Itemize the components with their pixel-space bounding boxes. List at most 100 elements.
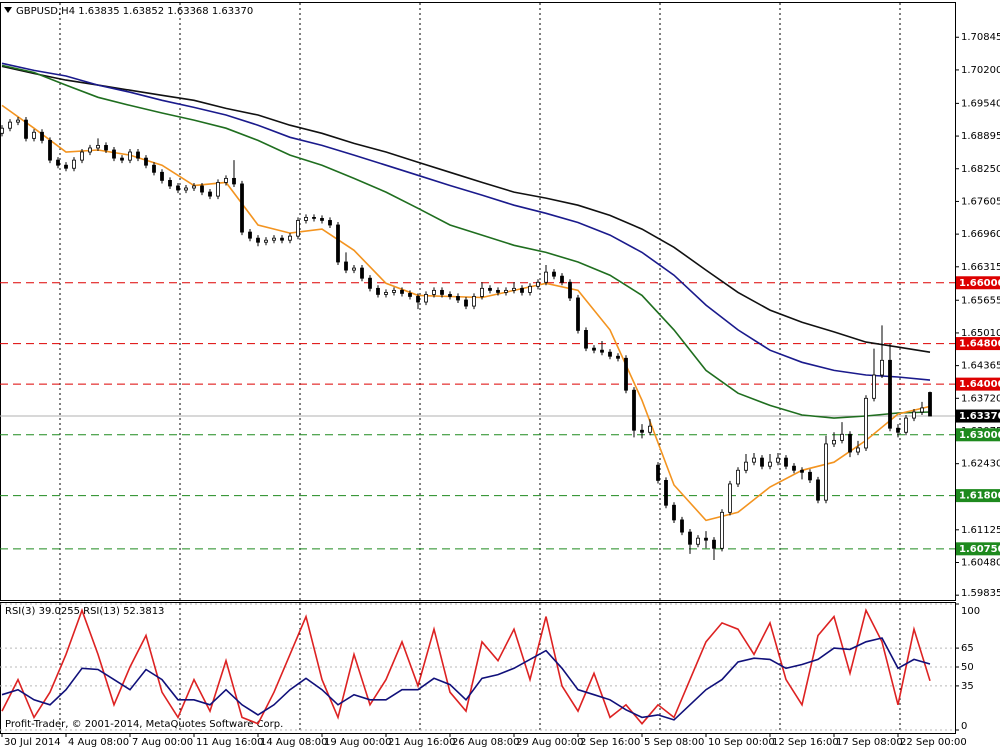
candle-body: [432, 289, 436, 295]
level-line-label-box: [956, 337, 1000, 351]
x-tick-label: 2 Sep 16:00: [580, 737, 640, 748]
level-line-label: 1.64800: [959, 339, 1000, 350]
candle-body: [544, 271, 548, 283]
candle-body: [328, 220, 332, 226]
candle-body: [568, 281, 572, 299]
y-tick-label: 1.65010: [961, 328, 1000, 339]
candle-body: [824, 443, 828, 501]
candle-body: [32, 131, 36, 139]
candle-body: [496, 289, 500, 293]
candle-body: [464, 299, 468, 307]
x-tick-label: 19 Aug 00:00: [324, 737, 391, 748]
candle-body: [664, 480, 668, 506]
series-line: [1, 65, 931, 353]
candle-body: [744, 461, 748, 471]
candle-body: [592, 347, 596, 351]
candle-body: [712, 539, 716, 549]
candle-body: [208, 191, 212, 197]
y-tick-label: 1.63720: [961, 393, 1000, 404]
level-line-label-box: [956, 276, 1000, 290]
level-line-label: 1.61800: [959, 491, 1000, 502]
candle-body: [56, 159, 60, 166]
candle-body: [840, 433, 844, 441]
candle-body: [304, 216, 308, 221]
candle-body: [232, 177, 236, 185]
candle-body: [48, 139, 52, 161]
candle-body: [120, 157, 124, 161]
candle-body: [656, 464, 660, 481]
copyright: Profit-Trader, © 2001-2014, MetaQuotes S…: [5, 719, 283, 730]
candle-body: [896, 427, 900, 433]
candle-body: [920, 407, 924, 413]
candle-body: [792, 465, 796, 471]
y-tick-label: 1.66960: [961, 229, 1000, 240]
y-tick-label: 1.70845: [961, 32, 1000, 43]
candle-body: [312, 216, 316, 219]
candle-body: [128, 151, 132, 161]
candle-body: [224, 177, 228, 183]
candle-body: [72, 159, 76, 169]
candle-body: [752, 457, 756, 463]
level-line-label: 1.66000: [959, 278, 1000, 289]
candle-body: [192, 185, 196, 189]
candle-body: [600, 349, 604, 353]
candle-body: [384, 291, 388, 295]
candle-body: [736, 469, 740, 485]
candle-body: [360, 267, 364, 279]
candle-body: [24, 119, 28, 139]
candle-body: [104, 145, 108, 151]
y-tick-label: 1.69540: [961, 98, 1000, 109]
y-tick-label: 1.66315: [961, 262, 1000, 273]
candle-body: [504, 289, 508, 293]
candle-body: [88, 147, 92, 153]
main-panel-frame: [0, 2, 956, 601]
menu-triangle[interactable]: [4, 7, 12, 13]
level-line-label-box: [956, 377, 1000, 391]
x-tick-label: 21 Aug 16:00: [388, 737, 455, 748]
level-line-label-box: [956, 428, 1000, 442]
x-tick-label: 17 Sep 08:00: [836, 737, 903, 748]
candle-body: [784, 457, 788, 467]
series-line: [1, 637, 931, 721]
x-tick-label: 14 Aug 08:00: [260, 737, 327, 748]
y-tick-label: 1.68250: [961, 164, 1000, 175]
candle-body: [400, 289, 404, 294]
candle-body: [728, 483, 732, 513]
candle-body: [344, 261, 348, 271]
candle-body: [80, 151, 84, 161]
candle-body: [136, 151, 140, 159]
candle-body: [488, 287, 492, 291]
level-line-label-box: [956, 489, 1000, 503]
candle-body: [800, 469, 804, 473]
y-tick-label: 0: [961, 721, 967, 732]
candle-body: [296, 220, 300, 237]
candle-body: [720, 511, 724, 549]
candle-body: [440, 289, 444, 295]
candle-body: [336, 224, 340, 263]
candle-body: [912, 411, 916, 419]
level-line-label-box: [956, 542, 1000, 556]
candle-body: [704, 537, 708, 541]
candle-body: [392, 289, 396, 293]
candle-body: [832, 439, 836, 445]
y-tick-label: 1.62430: [961, 459, 1000, 470]
candle-body: [672, 504, 676, 521]
price-line-label: 1.63370: [959, 411, 1000, 422]
x-tick-label: 5 Sep 08:00: [644, 737, 704, 748]
candle-body: [560, 275, 564, 283]
candle-body: [528, 285, 532, 293]
price-line-label-box: [956, 409, 1000, 423]
chart-title: GBPUSD,H4 1.63835 1.63852 1.63368 1.6337…: [16, 6, 253, 17]
x-tick-label: 30 Jul 2014: [4, 737, 61, 748]
candle-body: [680, 519, 684, 533]
candle-body: [448, 294, 452, 297]
candle-body: [456, 296, 460, 301]
candle-body: [168, 180, 172, 187]
candle-body: [512, 287, 516, 291]
level-line-label: 1.64000: [959, 379, 1000, 390]
candle-body: [872, 374, 876, 399]
y-tick-label: 1.59835: [961, 588, 1000, 599]
candle-body: [608, 351, 612, 357]
candle-body: [864, 397, 868, 449]
candle-body: [856, 447, 860, 453]
